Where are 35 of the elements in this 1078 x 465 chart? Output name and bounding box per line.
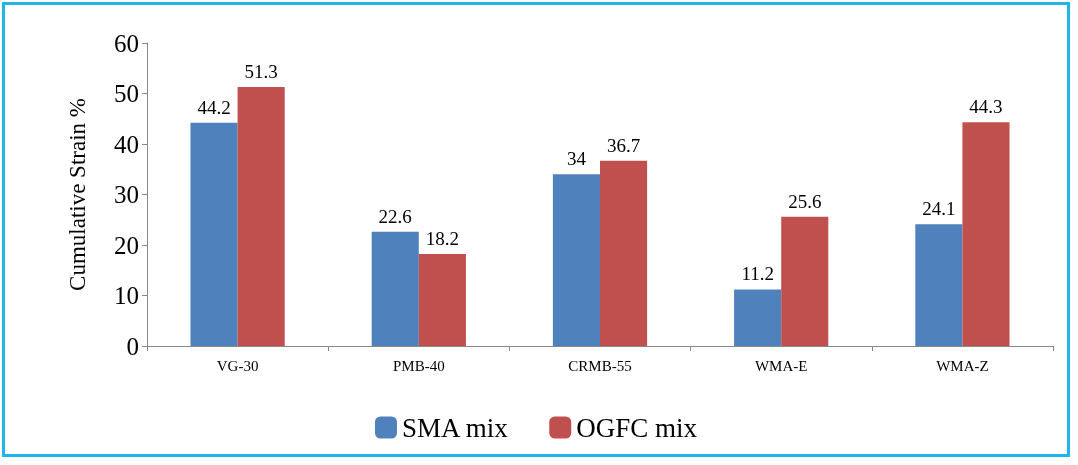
x-tick-label: WMA-E	[754, 357, 808, 374]
bar	[600, 160, 648, 346]
y-tick-label: 60	[114, 29, 139, 57]
y-tick-label: 30	[114, 181, 139, 208]
data-label: 18.2	[425, 228, 459, 250]
y-tick-label: 40	[114, 130, 139, 158]
bar	[734, 289, 782, 346]
legend-label: OGFC mix	[576, 412, 698, 443]
data-label: 22.6	[378, 205, 412, 227]
y-tick-label: 50	[114, 80, 139, 107]
x-tick-label: VG-30	[216, 357, 259, 374]
bar	[418, 254, 466, 346]
data-label: 44.3	[969, 96, 1003, 118]
bar	[552, 174, 600, 346]
bar	[962, 122, 1010, 346]
data-label: 51.3	[244, 60, 278, 82]
data-label: 24.1	[922, 198, 956, 220]
bar	[915, 224, 963, 346]
x-tick-label: CRMB-55	[568, 357, 632, 374]
bar	[371, 231, 419, 346]
data-label: 44.2	[197, 96, 231, 118]
data-label: 11.2	[741, 263, 774, 285]
bar	[237, 86, 285, 346]
y-axis-title: Cumulative Strain %	[65, 98, 90, 291]
legend-label: SMA mix	[401, 412, 509, 443]
bar	[190, 122, 238, 346]
x-tick-label: WMA-Z	[936, 357, 989, 374]
y-tick-label: 10	[114, 282, 139, 309]
y-tick-label: 0	[126, 332, 139, 360]
data-label: 36.7	[606, 134, 641, 156]
x-tick-label: PMB-40	[392, 357, 445, 374]
y-tick-label: 20	[114, 231, 139, 259]
bar	[781, 216, 829, 346]
data-label: 25.6	[788, 190, 822, 212]
data-label: 34	[566, 148, 587, 170]
